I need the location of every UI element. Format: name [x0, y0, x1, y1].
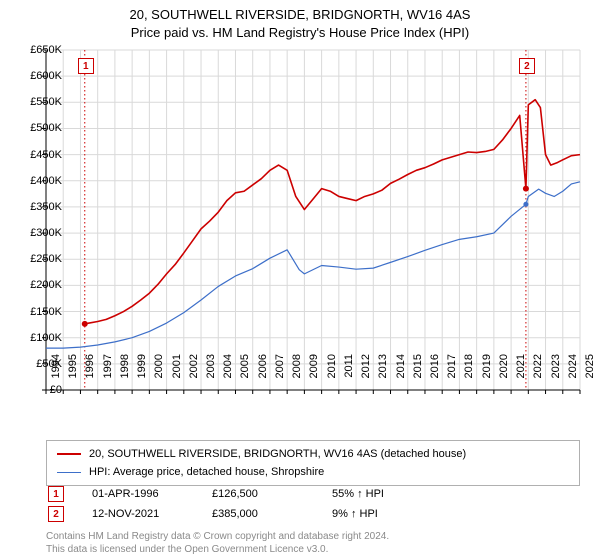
- x-tick-label: 2018: [463, 354, 475, 394]
- y-tick-label: £350K: [30, 201, 62, 213]
- x-tick-label: 1998: [119, 354, 131, 394]
- x-tick-label: 2024: [567, 354, 579, 394]
- x-tick-label: 2011: [343, 354, 355, 394]
- y-tick-label: £500K: [30, 122, 62, 134]
- footer-line-2: This data is licensed under the Open Gov…: [46, 543, 389, 556]
- x-tick-label: 2007: [274, 354, 286, 394]
- chart-svg: [46, 50, 580, 390]
- chart-marker-1: 1: [78, 58, 94, 74]
- trade-price-1: £126,500: [212, 488, 304, 500]
- x-tick-label: 2025: [584, 354, 596, 394]
- x-tick-label: 2015: [412, 354, 424, 394]
- x-tick-label: 2019: [481, 354, 493, 394]
- x-tick-label: 2009: [308, 354, 320, 394]
- x-tick-label: 1999: [136, 354, 148, 394]
- trade-marker-2: 2: [48, 506, 64, 522]
- x-tick-label: 2003: [205, 354, 217, 394]
- legend-swatch-blue: [57, 472, 81, 473]
- x-tick-label: 1997: [102, 354, 114, 394]
- x-tick-label: 2023: [550, 354, 562, 394]
- legend: 20, SOUTHWELL RIVERSIDE, BRIDGNORTH, WV1…: [46, 440, 580, 486]
- title-line-2: Price paid vs. HM Land Registry's House …: [0, 24, 600, 42]
- x-tick-label: 2013: [377, 354, 389, 394]
- x-tick-label: 2005: [239, 354, 251, 394]
- x-tick-label: 2001: [171, 354, 183, 394]
- x-tick-label: 2010: [326, 354, 338, 394]
- y-tick-label: £650K: [30, 44, 62, 56]
- title-line-1: 20, SOUTHWELL RIVERSIDE, BRIDGNORTH, WV1…: [0, 6, 600, 24]
- x-tick-label: 2017: [446, 354, 458, 394]
- x-tick-label: 2022: [532, 354, 544, 394]
- x-tick-label: 2016: [429, 354, 441, 394]
- trade-hpidiff-1: 55% ↑ HPI: [332, 488, 424, 500]
- trade-list: 1 01-APR-1996 £126,500 55% ↑ HPI 2 12-NO…: [46, 484, 424, 524]
- legend-label-1: 20, SOUTHWELL RIVERSIDE, BRIDGNORTH, WV1…: [89, 448, 466, 460]
- y-tick-label: £400K: [30, 175, 62, 187]
- x-tick-label: 2020: [498, 354, 510, 394]
- footer: Contains HM Land Registry data © Crown c…: [46, 530, 389, 556]
- trade-hpidiff-2: 9% ↑ HPI: [332, 508, 424, 520]
- x-tick-label: 2004: [222, 354, 234, 394]
- legend-swatch-red: [57, 453, 81, 455]
- chart-area: [46, 50, 580, 390]
- x-tick-label: 2014: [395, 354, 407, 394]
- x-tick-label: 2002: [188, 354, 200, 394]
- footer-line-1: Contains HM Land Registry data © Crown c…: [46, 530, 389, 543]
- x-tick-label: 2000: [153, 354, 165, 394]
- trade-date-1: 01-APR-1996: [92, 488, 184, 500]
- trade-price-2: £385,000: [212, 508, 304, 520]
- y-tick-label: £550K: [30, 96, 62, 108]
- chart-title: 20, SOUTHWELL RIVERSIDE, BRIDGNORTH, WV1…: [0, 0, 600, 41]
- trade-marker-1: 1: [48, 486, 64, 502]
- x-tick-label: 2021: [515, 354, 527, 394]
- y-tick-label: £250K: [30, 253, 62, 265]
- trade-date-2: 12-NOV-2021: [92, 508, 184, 520]
- y-tick-label: £450K: [30, 149, 62, 161]
- y-tick-label: £300K: [30, 227, 62, 239]
- x-tick-label: 1995: [67, 354, 79, 394]
- chart-marker-2: 2: [519, 58, 535, 74]
- legend-row-1: 20, SOUTHWELL RIVERSIDE, BRIDGNORTH, WV1…: [57, 445, 569, 463]
- trade-row-2: 2 12-NOV-2021 £385,000 9% ↑ HPI: [46, 504, 424, 524]
- y-tick-label: £100K: [30, 332, 62, 344]
- x-tick-label: 1996: [84, 354, 96, 394]
- y-tick-label: £600K: [30, 70, 62, 82]
- x-tick-label: 1994: [50, 354, 62, 394]
- legend-row-2: HPI: Average price, detached house, Shro…: [57, 463, 569, 481]
- y-tick-label: £150K: [30, 306, 62, 318]
- trade-row-1: 1 01-APR-1996 £126,500 55% ↑ HPI: [46, 484, 424, 504]
- legend-label-2: HPI: Average price, detached house, Shro…: [89, 466, 324, 478]
- x-tick-label: 2012: [360, 354, 372, 394]
- y-tick-label: £200K: [30, 279, 62, 291]
- x-tick-label: 2006: [257, 354, 269, 394]
- x-tick-label: 2008: [291, 354, 303, 394]
